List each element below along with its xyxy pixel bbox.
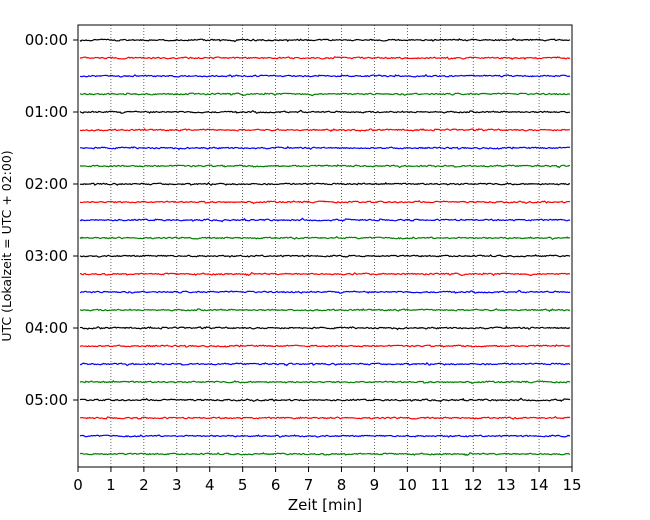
x-tick-label: 9 [370,476,380,494]
trace-row-14 [79,289,571,294]
x-tick-label: 14 [530,476,549,494]
x-tick-label: 6 [271,476,281,494]
plot-area [78,25,572,467]
y-tick-label: 00:00 [25,31,68,49]
x-tick-label: 5 [238,476,248,494]
trace-row-3 [79,92,571,97]
trace-row-18 [79,362,571,367]
x-tick-label: 1 [106,476,116,494]
y-tick-label: 05:00 [25,391,68,409]
trace-row-5 [79,127,571,133]
trace-row-8 [79,181,571,186]
trace-row-17 [79,344,571,348]
trace-row-6 [79,145,571,151]
y-tick-label: 04:00 [25,319,68,337]
y-axis-ticks: 00:00 01:00 02:00 03:00 04:00 05:00 [25,31,78,409]
trace-row-23 [79,452,571,457]
x-tick-label: 0 [73,476,83,494]
trace-row-7 [79,164,571,169]
seismic-traces [79,37,571,457]
x-tick-label: 2 [139,476,149,494]
trace-row-15 [79,307,571,313]
x-tick-label: 15 [562,476,581,494]
trace-row-16 [79,325,571,331]
x-axis-label: Zeit [min] [288,496,362,514]
trace-row-2 [79,73,571,78]
x-axis-ticks: 0 1 2 3 4 5 6 7 8 9 10 11 12 13 14 15 [73,467,582,494]
trace-row-19 [79,379,571,385]
x-tick-label: 13 [497,476,516,494]
x-tick-label: 4 [205,476,215,494]
y-tick-label: 02:00 [25,175,68,193]
x-tick-label: 10 [398,476,417,494]
trace-row-9 [79,199,571,205]
x-tick-label: 3 [172,476,182,494]
trace-row-20 [79,397,571,403]
x-tick-label: 11 [431,476,450,494]
trace-row-12 [79,254,571,258]
trace-row-4 [79,109,571,114]
trace-row-11 [79,235,571,241]
y-tick-label: 01:00 [25,103,68,121]
plot-frame [77,24,573,468]
trace-row-13 [79,272,571,277]
trace-row-21 [79,415,571,420]
x-tick-label: 7 [304,476,314,494]
trace-row-0 [79,37,571,43]
trace-row-10 [79,217,571,223]
y-tick-label: 03:00 [25,247,68,265]
x-tick-label: 12 [464,476,483,494]
trace-row-1 [79,56,571,61]
trace-row-22 [79,434,571,439]
y-axis-label: UTC (Lokalzeit = UTC + 02:00) [0,150,14,341]
x-tick-label: 8 [337,476,347,494]
